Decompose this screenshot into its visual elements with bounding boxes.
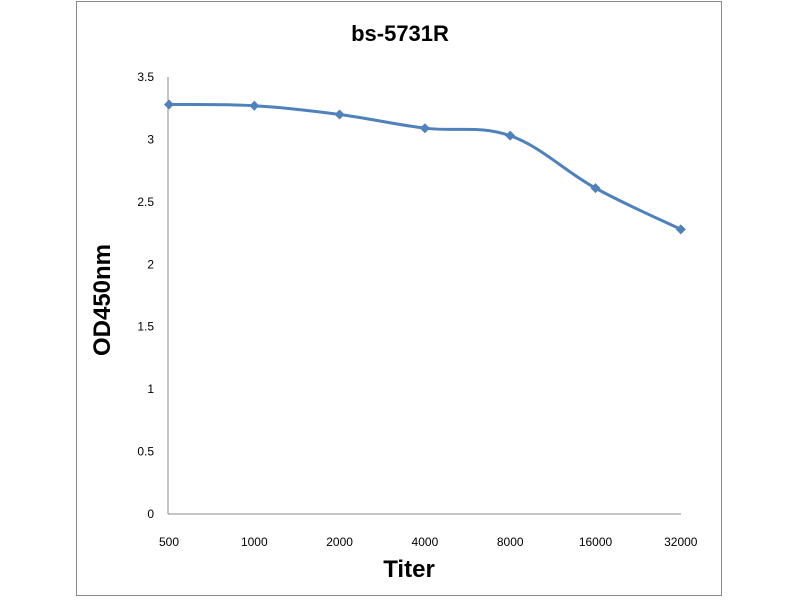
y-axis-label: OD450nm — [89, 244, 116, 356]
data-point-marker — [419, 123, 430, 134]
y-tick-label: 3 — [147, 132, 154, 146]
y-tick-label: 2 — [147, 257, 154, 271]
data-point-marker — [249, 100, 260, 111]
y-tick-label: 0.5 — [137, 445, 154, 459]
data-point-marker — [505, 130, 516, 141]
data-point-marker — [590, 183, 601, 194]
x-axis-label: Titer — [383, 556, 435, 583]
y-tick-label: 1 — [147, 382, 154, 396]
x-tick-labels: 500 1000 2000 4000 8000 16000 32000 — [159, 535, 698, 549]
x-tick-label: 2000 — [326, 535, 353, 549]
x-tick-label: 4000 — [412, 535, 439, 549]
x-tick-label: 1000 — [241, 535, 268, 549]
chart-frame — [76, 1, 722, 596]
y-tick-label: 2.5 — [137, 195, 154, 209]
y-tick-label: 0 — [147, 507, 154, 521]
x-tick-label: 16000 — [579, 535, 613, 549]
data-point-marker — [164, 99, 174, 110]
chart-title: bs-5731R — [351, 21, 449, 46]
y-tick-label: 3.5 — [137, 70, 154, 84]
data-point-marker — [675, 224, 686, 235]
data-point-marker — [334, 109, 345, 120]
y-tick-label: 1.5 — [137, 320, 154, 334]
x-tick-label: 32000 — [664, 535, 698, 549]
x-tick-label: 8000 — [497, 535, 524, 549]
series-layer — [164, 99, 686, 235]
x-tick-label: 500 — [159, 535, 179, 549]
y-tick-labels: 0 0.5 1 1.5 2 2.5 3 3.5 — [137, 70, 154, 521]
